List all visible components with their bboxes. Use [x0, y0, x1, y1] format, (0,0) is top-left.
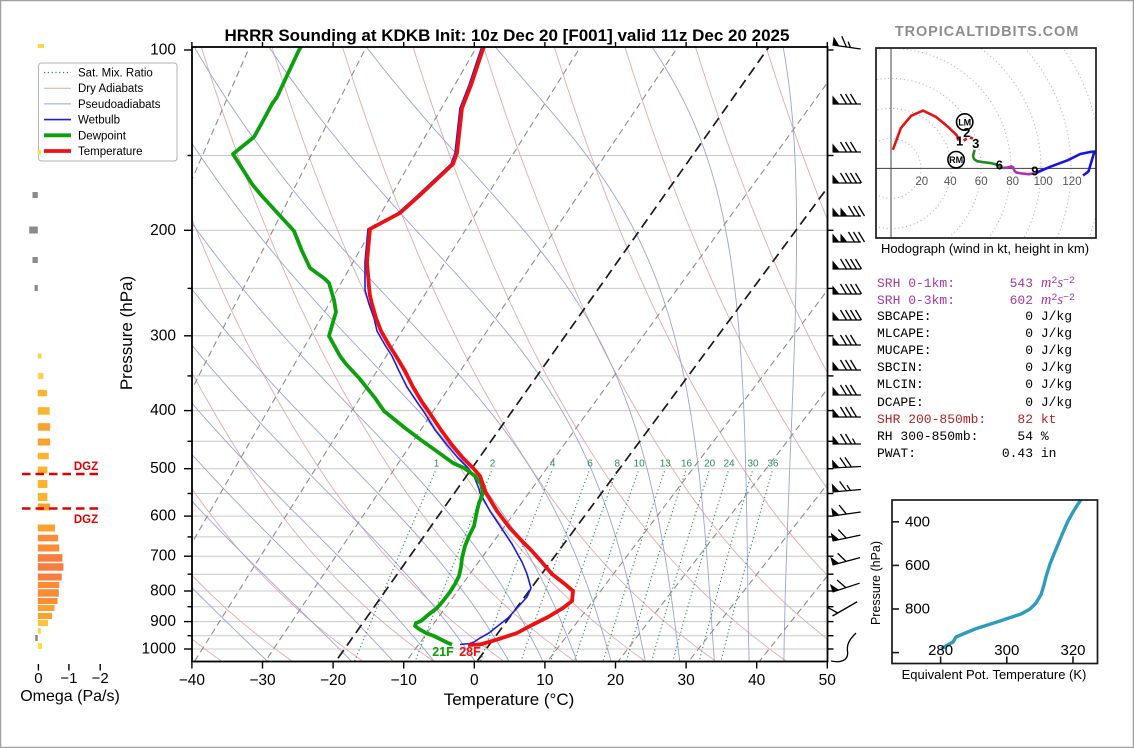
svg-text:HRRR Sounding at KDKB Init: 10: HRRR Sounding at KDKB Init: 10z Dec 20 [… — [225, 26, 790, 45]
svg-text:Dewpoint: Dewpoint — [78, 130, 127, 142]
svg-text:2: 2 — [490, 459, 496, 470]
svg-text:100: 100 — [1034, 176, 1053, 188]
svg-text:13: 13 — [660, 459, 672, 470]
svg-text:6: 6 — [587, 459, 593, 470]
svg-text:Omega (Pa/s): Omega (Pa/s) — [20, 688, 120, 705]
svg-text:50: 50 — [819, 672, 837, 689]
svg-text:21F: 21F — [432, 645, 454, 659]
svg-text:−2: −2 — [92, 670, 109, 687]
svg-text:Temperature: Temperature — [78, 146, 143, 158]
svg-text:30: 30 — [747, 459, 759, 470]
svg-text:TROPICALTIDBITS.COM: TROPICALTIDBITS.COM — [895, 24, 1079, 40]
svg-text:2: 2 — [963, 125, 970, 140]
svg-text:Wetbulb: Wetbulb — [78, 115, 120, 127]
svg-text:6: 6 — [996, 158, 1003, 173]
svg-text:Temperature (°C): Temperature (°C) — [444, 690, 575, 709]
svg-text:400: 400 — [905, 513, 930, 530]
svg-text:20: 20 — [915, 176, 928, 188]
svg-text:40: 40 — [748, 672, 766, 689]
svg-text:RM: RM — [949, 155, 963, 165]
svg-text:Dry Adiabats: Dry Adiabats — [78, 83, 143, 95]
svg-text:0: 0 — [470, 672, 479, 689]
svg-text:Hodograph (wind in kt, height: Hodograph (wind in kt, height in km) — [881, 241, 1089, 256]
svg-text:−10: −10 — [391, 672, 418, 689]
svg-text:80: 80 — [1006, 176, 1019, 188]
svg-text:3: 3 — [972, 136, 979, 151]
svg-text:9: 9 — [1031, 164, 1038, 179]
svg-text:−1: −1 — [60, 670, 77, 687]
svg-text:36: 36 — [767, 459, 779, 470]
svg-text:280: 280 — [928, 642, 953, 659]
svg-text:120: 120 — [1062, 176, 1081, 188]
svg-text:10: 10 — [536, 672, 554, 689]
svg-text:0: 0 — [34, 670, 42, 687]
svg-text:DGZ: DGZ — [74, 461, 98, 473]
svg-text:700: 700 — [150, 548, 176, 565]
svg-text:100: 100 — [150, 42, 176, 59]
svg-text:500: 500 — [150, 460, 176, 477]
svg-text:300: 300 — [994, 642, 1019, 659]
svg-text:800: 800 — [150, 583, 176, 600]
svg-text:Sat. Mix. Ratio: Sat. Mix. Ratio — [78, 68, 153, 80]
svg-text:Equivalent Pot. Temperature (K: Equivalent Pot. Temperature (K) — [902, 667, 1087, 682]
svg-text:−30: −30 — [249, 672, 276, 689]
svg-text:200: 200 — [150, 222, 176, 239]
svg-text:320: 320 — [1060, 642, 1085, 659]
svg-text:Pressure (hPa): Pressure (hPa) — [117, 276, 136, 390]
svg-text:−20: −20 — [320, 672, 347, 689]
svg-text:4: 4 — [550, 459, 556, 470]
svg-text:600: 600 — [150, 508, 176, 525]
svg-text:16: 16 — [681, 459, 693, 470]
svg-text:800: 800 — [905, 601, 930, 618]
svg-text:20: 20 — [607, 672, 625, 689]
svg-text:28F: 28F — [459, 645, 481, 659]
svg-text:Pseudoadiabats: Pseudoadiabats — [78, 99, 161, 111]
svg-text:1: 1 — [434, 459, 440, 470]
svg-text:600: 600 — [905, 557, 930, 574]
svg-text:10: 10 — [634, 459, 646, 470]
svg-text:1000: 1000 — [142, 641, 177, 658]
svg-text:Pressure (hPa): Pressure (hPa) — [869, 541, 883, 625]
svg-text:−40: −40 — [179, 672, 206, 689]
svg-text:40: 40 — [944, 176, 957, 188]
svg-text:1: 1 — [956, 134, 963, 149]
svg-text:20: 20 — [704, 459, 716, 470]
svg-text:24: 24 — [723, 459, 735, 470]
svg-text:30: 30 — [677, 672, 695, 689]
svg-text:300: 300 — [150, 327, 176, 344]
svg-text:LM: LM — [958, 118, 971, 128]
svg-text:400: 400 — [150, 402, 176, 419]
svg-text:60: 60 — [975, 176, 988, 188]
svg-text:900: 900 — [150, 613, 176, 630]
svg-text:8: 8 — [615, 459, 621, 470]
svg-text:DGZ: DGZ — [74, 514, 98, 526]
